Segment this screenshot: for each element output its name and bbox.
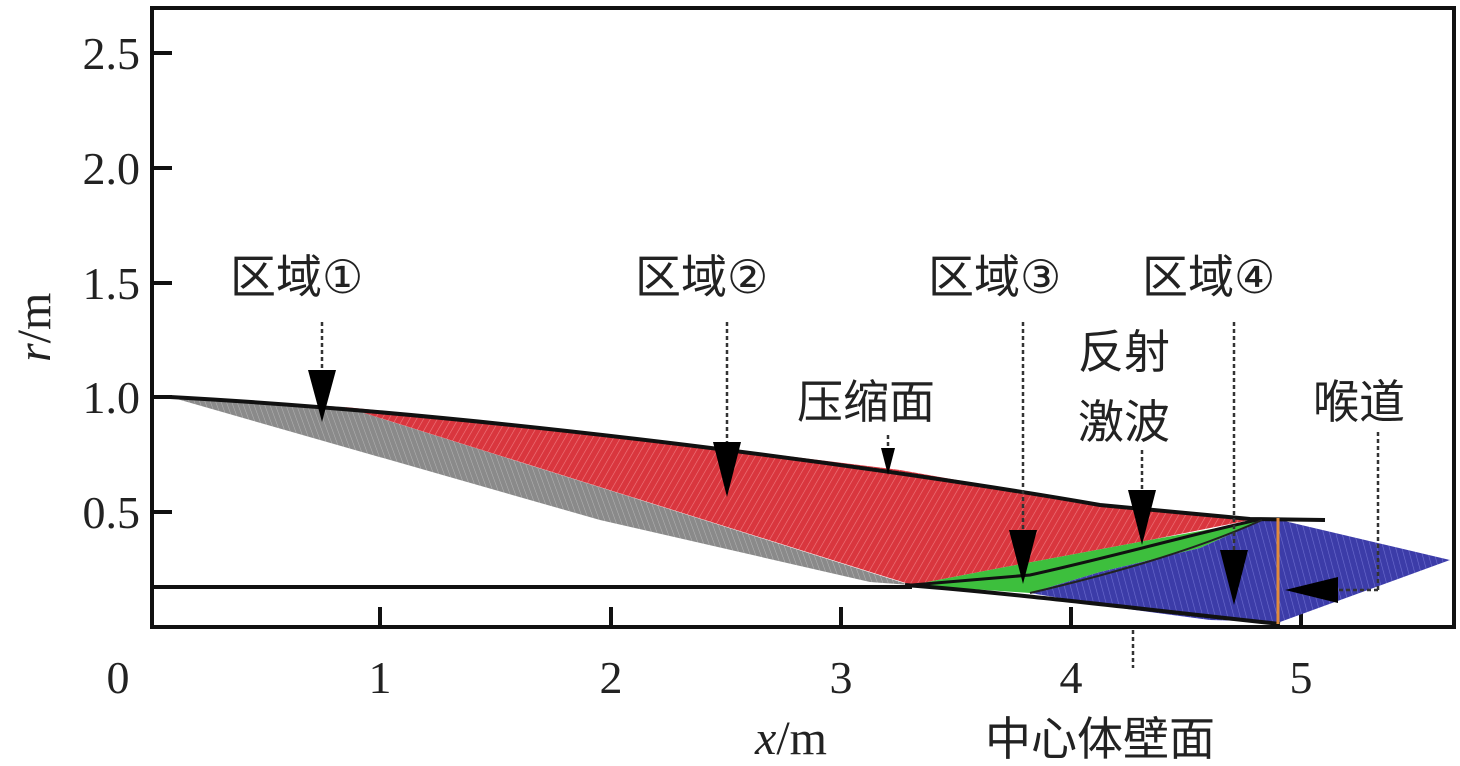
zone1-label: 区域① — [230, 250, 363, 304]
reflected-shock-label-line1: 反射 — [1078, 325, 1170, 379]
x-axis-var: x — [754, 712, 776, 765]
y-axis-var: r — [8, 343, 61, 362]
centerbody-wall-line — [904, 583, 1281, 626]
zone3-region — [912, 520, 1262, 593]
plot-frame — [150, 6, 1456, 629]
x-tick-label: 2 — [600, 652, 623, 703]
x-tick-label: 4 — [1060, 652, 1083, 703]
reflected-shock-arrowhead — [1128, 490, 1156, 545]
x-tick-label: 5 — [1290, 652, 1313, 703]
zone3-label: 区域③ — [928, 250, 1061, 304]
x-tick-label: 0 — [107, 652, 130, 703]
y-axis-unit: /m — [8, 293, 61, 344]
y-tick-label: 2.0 — [83, 143, 141, 194]
zone4-label: 区域④ — [1142, 250, 1275, 304]
zone3-arrowhead — [1009, 530, 1037, 584]
compression-surface-label: 压缩面 — [797, 375, 935, 429]
y-axis-title: r/m — [8, 293, 61, 362]
zone2-arrowhead — [713, 442, 741, 497]
reflected-shock-line — [911, 517, 1263, 587]
y-tick-label: 0.5 — [83, 487, 141, 538]
zone4-arrowhead — [1220, 550, 1248, 605]
zone1-region — [170, 397, 910, 585]
x-tick-label: 1 — [369, 652, 392, 703]
centerbody-wall-label: 中心体壁面 — [985, 712, 1215, 766]
x-axis-unit: /m — [776, 712, 827, 765]
y-axis-ticks — [152, 51, 172, 514]
throat-arrowhead — [1285, 577, 1338, 603]
x-tick-label: 3 — [830, 652, 853, 703]
reflected-shock-label-line2: 激波 — [1078, 395, 1170, 449]
y-tick-label: 1.0 — [83, 372, 141, 423]
zone2-label: 区域② — [635, 250, 768, 304]
y-tick-label: 1.5 — [83, 258, 141, 309]
zone1-arrowhead — [308, 370, 336, 422]
compression-surface-arrowhead — [881, 448, 895, 475]
y-tick-label: 2.5 — [83, 28, 141, 79]
zone3-lower-boundary — [1029, 519, 1263, 594]
throat-label: 喉道 — [1313, 375, 1405, 429]
x-axis-title: x/m — [754, 712, 827, 765]
